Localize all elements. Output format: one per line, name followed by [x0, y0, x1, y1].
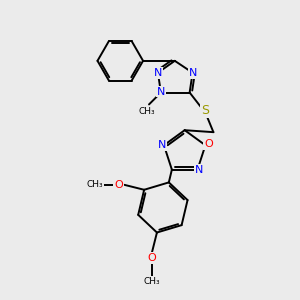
- Text: CH₃: CH₃: [86, 180, 103, 189]
- Text: N: N: [195, 165, 204, 175]
- Text: N: N: [188, 68, 197, 78]
- Text: N: N: [154, 68, 162, 78]
- Text: N: N: [157, 86, 165, 97]
- Text: O: O: [204, 139, 213, 149]
- Text: O: O: [148, 253, 156, 263]
- Text: N: N: [158, 140, 166, 150]
- Text: O: O: [114, 180, 123, 190]
- Text: CH₃: CH₃: [139, 107, 155, 116]
- Text: CH₃: CH₃: [144, 277, 160, 286]
- Text: S: S: [202, 104, 209, 117]
